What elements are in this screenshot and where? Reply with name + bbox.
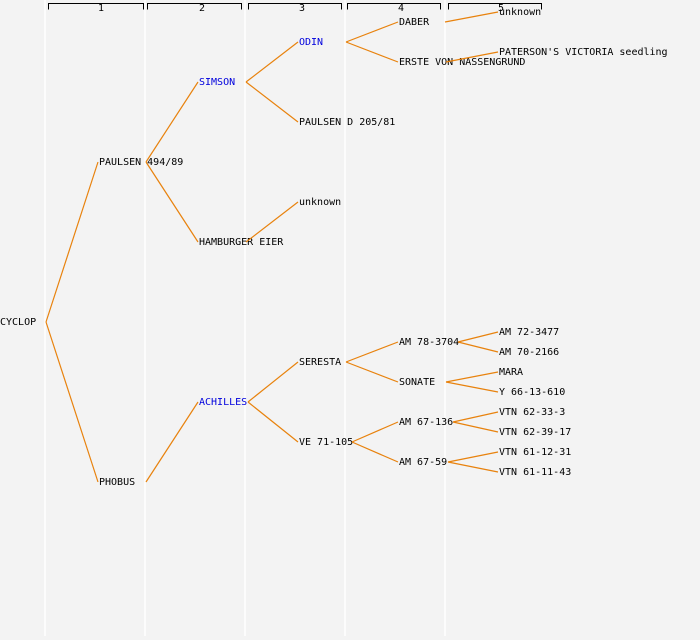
node-simson[interactable]: SIMSON xyxy=(199,77,236,88)
node-odin[interactable]: ODIN xyxy=(299,37,324,48)
node-vtn-62-33-3: VTN 62-33-3 xyxy=(499,407,566,418)
node-am-67-59: AM 67-59 xyxy=(399,457,448,468)
node-daber: DABER xyxy=(399,17,430,28)
node-seresta: SERESTA xyxy=(299,357,342,368)
node-y-66-13-610: Y 66-13-610 xyxy=(499,387,566,398)
node-achilles[interactable]: ACHILLES xyxy=(199,397,248,408)
generation-label: 3 xyxy=(298,3,306,14)
node-hamburger-eier: HAMBURGER EIER xyxy=(199,237,284,248)
node-am-70-2166: AM 70-2166 xyxy=(499,347,560,358)
generation-label: 1 xyxy=(97,3,105,14)
node-mara: MARA xyxy=(499,367,524,378)
node-sonate: SONATE xyxy=(399,377,436,388)
node-vtn-61-12-31: VTN 61-12-31 xyxy=(499,447,572,458)
node-patersons-victoria-seedling: PATERSON'S VICTORIA seedling xyxy=(499,47,668,58)
generation-label: 4 xyxy=(397,3,405,14)
node-vtn-61-11-43: VTN 61-11-43 xyxy=(499,467,572,478)
node-unknown-3: unknown xyxy=(299,197,342,208)
node-paulsen-d-205-81: PAULSEN D 205/81 xyxy=(299,117,396,128)
node-unknown-5: unknown xyxy=(499,7,542,18)
generation-label: 2 xyxy=(198,3,206,14)
node-am-67-136: AM 67-136 xyxy=(399,417,454,428)
node-am-78-3704: AM 78-3704 xyxy=(399,337,460,348)
node-vtn-62-39-17: VTN 62-39-17 xyxy=(499,427,572,438)
node-ve-71-105: VE 71-105 xyxy=(299,437,354,448)
node-phobus: PHOBUS xyxy=(99,477,136,488)
node-cyclop: CYCLOP xyxy=(0,317,37,328)
node-paulsen-494-89: PAULSEN 494/89 xyxy=(99,157,184,168)
node-am-72-3477: AM 72-3477 xyxy=(499,327,560,338)
